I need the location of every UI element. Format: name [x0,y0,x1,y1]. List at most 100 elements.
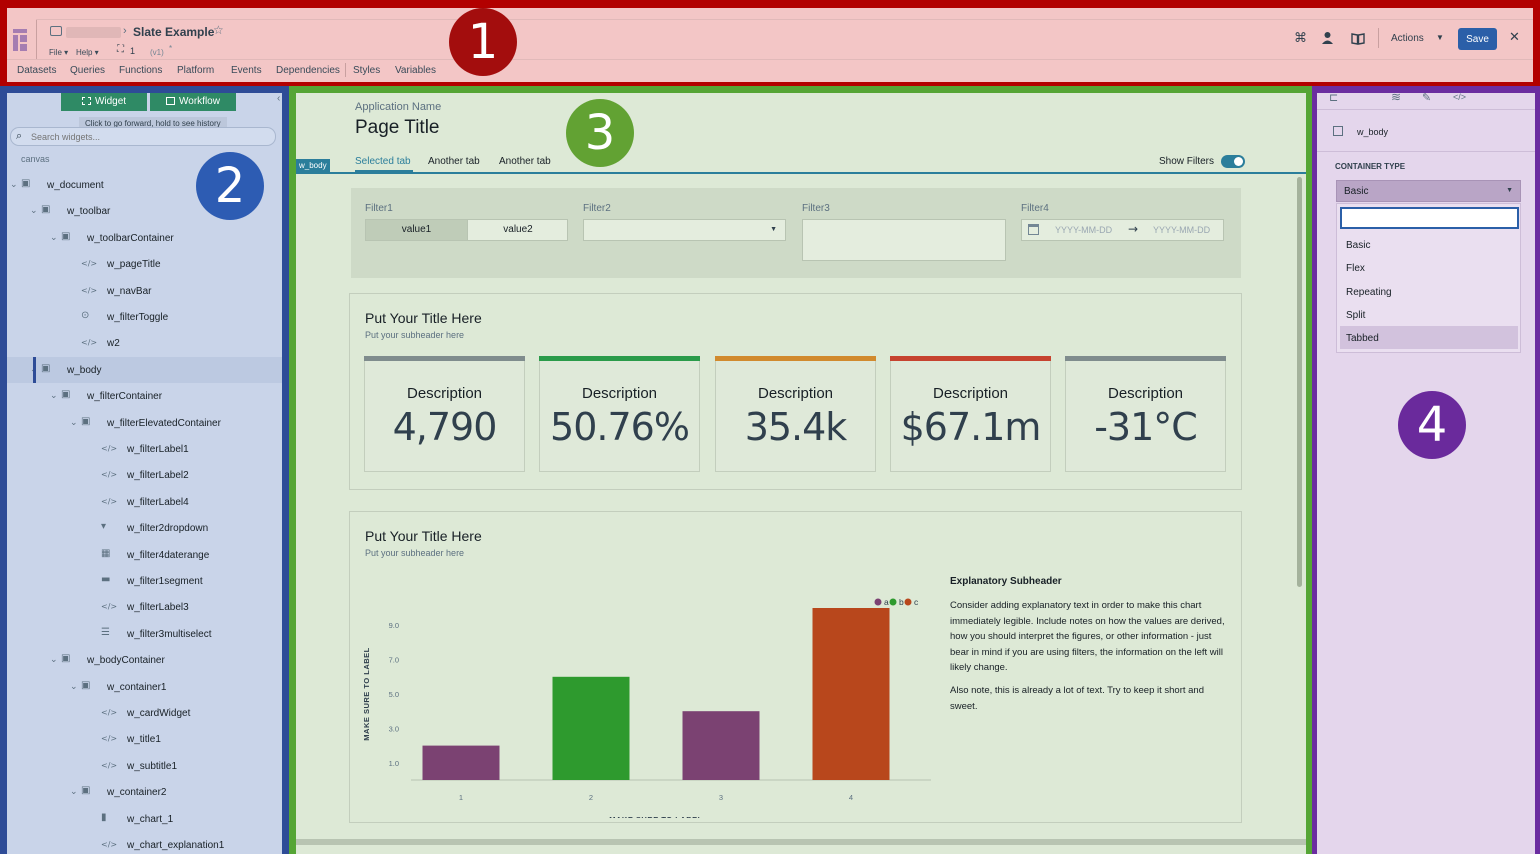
kpi-description: Description [581,385,658,402]
dropdown-filter-input[interactable] [1340,207,1519,229]
app-title[interactable]: Slate Example [133,25,215,39]
search-widgets-box[interactable]: ⌕ [10,127,276,146]
tree-item-label: w_filterLabel2 [127,470,189,482]
tree-item-w-filter1segment[interactable]: ▬ w_filter1segment [7,568,282,594]
tree-item-w-chart-explanation1[interactable]: </> w_chart_explanation1 [7,832,282,854]
edit-icon[interactable]: ✎ [1422,93,1432,104]
workflow-icon [166,97,176,105]
container-type-dropdown: Basic Flex Repeating Split Tabbed [1336,203,1521,353]
expand-chevron-icon[interactable]: ⌄ [70,416,78,427]
filter4-daterange[interactable]: YYYY-MM-DD → YYYY-MM-DD [1021,219,1224,241]
layout-icon[interactable]: ⊏ [1329,93,1339,104]
kpi-card-accent [364,356,525,361]
tree-item-w-pageTitle[interactable]: </> w_pageTitle [7,251,282,277]
tab-dependencies[interactable]: Dependencies [276,65,340,76]
tree-item-w-body[interactable]: ⌄▣w_body [7,356,282,383]
tree-item-w-filterLabel4[interactable]: </> w_filterLabel4 [7,489,282,515]
container-type-option-tabbed[interactable]: Tabbed [1340,326,1518,350]
segment-icon: ▬ [101,574,111,585]
docs-book-icon[interactable] [1351,32,1365,45]
search-widgets-input[interactable] [31,131,231,143]
canvas-scrollbar[interactable] [1296,177,1303,837]
container-type-option-flex[interactable]: Flex [1346,263,1365,275]
segment-value2[interactable]: value2 [467,220,568,240]
tab-selected[interactable]: Selected tab [355,156,411,167]
expand-chevron-icon[interactable]: ⌄ [50,654,58,665]
tab-events[interactable]: Events [231,65,262,76]
tree-item-w-filterElevatedContainer[interactable]: ⌄ ▣ w_filterElevatedContainer [7,410,282,436]
tree-item-w-filterLabel3[interactable]: </> w_filterLabel3 [7,594,282,620]
show-filters-toggle[interactable] [1221,155,1245,168]
expand-chevron-icon[interactable]: ⌄ [50,390,58,401]
tree-item-w-filter3multiselect[interactable]: ☰ w_filter3multiselect [7,621,282,647]
add-widget-button[interactable]: Widget [61,93,147,111]
tree-item-w-filter4daterange[interactable]: ▦ w_filter4daterange [7,542,282,568]
tree-item-w-document[interactable]: ⌄ ▣ w_document [7,172,282,198]
container-type-option-basic[interactable]: Basic [1346,240,1371,251]
tab-another-2[interactable]: Another tab [499,156,551,167]
tree-item-w-cardWidget[interactable]: </> w_cardWidget [7,700,282,726]
header-divider [1317,109,1535,110]
tab-datasets[interactable]: Datasets [17,65,57,76]
actions-caret-icon[interactable]: ▼ [1436,33,1444,42]
actions-menu[interactable]: Actions [1391,33,1424,44]
tree-item-w-bodyContainer[interactable]: ⌄ ▣ w_bodyContainer [7,647,282,673]
tree-item-w-chart-1[interactable]: ▮ w_chart_1 [7,806,282,832]
add-widget-label: Widget [94,96,127,107]
layers-icon[interactable]: ≋ [1391,93,1402,104]
tree-item-w-toolbarContainer[interactable]: ⌄ ▣ w_toolbarContainer [7,225,282,251]
users-icon[interactable] [1321,31,1334,44]
filter2-dropdown[interactable]: ▼ [583,219,786,241]
expand-chevron-icon[interactable]: ⌄ [70,786,78,797]
save-button[interactable]: Save [1458,28,1497,50]
expand-chevron-icon[interactable]: ⌄ [10,179,18,189]
tree-item-w-title1[interactable]: </> w_title1 [7,726,282,752]
tree-item-w-filterLabel1[interactable]: </> w_filterLabel1 [7,436,282,462]
container-type-option-repeating[interactable]: Repeating [1346,286,1392,298]
properties-panel: ⊏ ≋ ✎ </> w_body CONTAINER TYPE Basic ▼ … [1317,93,1535,854]
expand-chevron-icon[interactable]: ⌄ [50,231,58,242]
close-icon[interactable]: ✕ [1509,30,1520,45]
legend-label-a: a [884,597,889,607]
code-icon: </> [81,285,98,295]
container-type-select[interactable]: Basic ▼ [1336,180,1521,202]
tab-queries[interactable]: Queries [70,65,106,76]
command-icon[interactable]: ⌘ [1294,31,1307,46]
favorite-star-icon[interactable]: ☆ [213,23,224,37]
tree-item-label: w_filter1segment [127,576,203,587]
date-end-placeholder[interactable]: YYYY-MM-DD [1153,225,1211,235]
segment-value1[interactable]: value1 [366,220,467,240]
tree-item-w-filterContainer[interactable]: ⌄ ▣ w_filterContainer [7,383,282,409]
date-start-placeholder[interactable]: YYYY-MM-DD [1055,225,1113,235]
region-badge-3: 3 [566,99,634,167]
tab-styles[interactable]: Styles [353,65,381,76]
filter3-multiselect[interactable] [802,219,1006,261]
tab-platform[interactable]: Platform [177,65,215,76]
help-menu[interactable]: Help ▾ [76,48,99,57]
tree-item-w-container2[interactable]: ⌄ ▣ w_container2 [7,779,282,805]
container-type-option-split[interactable]: Split [1346,309,1366,321]
tree-item-w-toolbar[interactable]: ⌄ ▣ w_toolbar [7,198,282,224]
tree-item-w-subtitle1[interactable]: </> w_subtitle1 [7,753,282,779]
tab-functions[interactable]: Functions [119,65,163,76]
tab-variables[interactable]: Variables [395,65,436,76]
tree-item-w2[interactable]: </> w2 [7,330,282,356]
code-icon: </> [81,259,98,269]
tree-item-w-filter2dropdown[interactable]: ▾ w_filter2dropdown [7,515,282,541]
explanation-title: Explanatory Subheader [950,576,1062,587]
expand-chevron-icon[interactable]: ⌄ [30,205,38,216]
tree-item-w-filterLabel2[interactable]: </> w_filterLabel2 [7,462,282,488]
tree-item-w-container1[interactable]: ⌄ ▣ w_container1 [7,674,282,700]
canvas-scrollbar-thumb[interactable] [1297,177,1302,587]
bar-chart-icon: ▮ [101,811,107,823]
collapse-panel-chevron-icon[interactable]: ‹ [277,93,281,104]
add-workflow-button[interactable]: Workflow [150,93,236,111]
tree-item-w-navBar[interactable]: </> w_navBar [7,278,282,304]
tree-item-w-filterToggle[interactable]: ⊙ w_filterToggle [7,304,282,330]
code-icon[interactable]: </> [1453,93,1467,102]
tab-another-1[interactable]: Another tab [428,156,480,167]
expand-chevron-icon[interactable]: ⌄ [70,680,78,691]
file-menu[interactable]: File ▾ [49,48,69,57]
canvas-section-label: canvas [21,154,50,164]
breadcrumb-folder-redacted[interactable] [66,27,121,38]
